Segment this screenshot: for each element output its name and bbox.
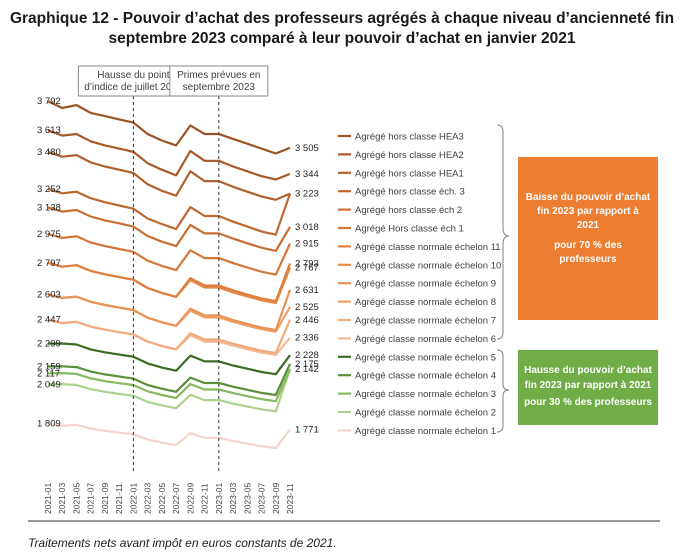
marker-box-2 <box>169 65 269 97</box>
x-tick-8: 2022-03 <box>143 483 153 514</box>
end-label-11: 2 336 <box>295 333 319 344</box>
series-line-1 <box>47 100 291 155</box>
x-tick-6: 2021-11 <box>114 483 124 514</box>
legend-label-2: Agrégé hors classe HEA2 <box>355 150 464 161</box>
green-box-line-3: pour 30 % des professeurs <box>524 397 652 408</box>
legend-label-12: Agrégé classe normale échelon 6 <box>355 334 496 345</box>
x-tick-10: 2022-07 <box>171 483 181 514</box>
start-label-3: 3 480 <box>37 147 61 158</box>
x-tick-7: 2022-01 <box>128 483 138 514</box>
legend-label-11: Agrégé classe normale échelon 7 <box>355 316 496 327</box>
series-line-14 <box>47 363 292 397</box>
x-tick-14: 2023-03 <box>228 483 238 514</box>
series-line-4 <box>47 187 292 236</box>
series-line-9 <box>47 289 292 332</box>
start-label-11: 2 159 <box>37 361 61 372</box>
series-line-16 <box>47 368 292 413</box>
x-tick-5: 2021-09 <box>100 483 110 514</box>
start-label-8: 2 603 <box>37 289 61 300</box>
series-line-3 <box>47 150 291 201</box>
brace-orange <box>496 124 510 340</box>
start-label-9: 2 447 <box>37 315 61 326</box>
series-line-5 <box>47 206 291 252</box>
series-line-6 <box>47 232 292 276</box>
chart-title-line-1: Graphique 12 - Pouvoir d’achat des profe… <box>10 10 674 27</box>
green-box <box>518 350 658 425</box>
legend-label-15: Agrégé classe normale échelon 3 <box>355 389 496 400</box>
orange-box-line-2: fin 2023 par rapport à <box>537 206 639 217</box>
series-line-11 <box>47 318 292 355</box>
start-label-10: 2 299 <box>37 339 61 350</box>
legend-label-1: Agrégé hors classe HEA3 <box>355 132 464 143</box>
legend-label-16: Agrégé classe normale échelon 2 <box>355 408 496 419</box>
x-tick-18: 2023-11 <box>285 483 295 514</box>
x-tick-13: 2023-01 <box>214 483 224 514</box>
green-box-line-2: fin 2023 par rapport à 2021 <box>525 380 652 391</box>
legend-label-9: Agrégé classe normale échelon 9 <box>355 279 496 290</box>
x-tick-4: 2021-07 <box>86 483 96 514</box>
x-tick-2: 2021-03 <box>57 483 67 514</box>
brace-green <box>496 349 510 433</box>
footnote: Traitements nets avant impôt en euros co… <box>28 536 337 550</box>
legend-label-8: Agrégé classe normale échelon 10 <box>355 260 501 271</box>
x-tick-16: 2023-07 <box>257 483 267 514</box>
end-label-12: 2 228 <box>295 350 319 361</box>
end-label-14: 2 142 <box>295 364 319 375</box>
legend-label-6: Agrégé Hors classe éch 1 <box>355 224 464 235</box>
start-label-7: 2 797 <box>37 258 61 269</box>
orange-box-line-4: pour 70 % des <box>554 240 622 251</box>
x-tick-3: 2021-05 <box>71 483 81 514</box>
end-label-1: 3 505 <box>295 143 319 154</box>
marker-label-1-2: d’indice de juillet 2022 <box>84 82 183 93</box>
legend-label-14: Agrégé classe normale échelon 4 <box>355 371 496 382</box>
start-label-4: 3 252 <box>37 184 61 195</box>
end-label-13: 2 175 <box>295 359 319 370</box>
legend-label-7: Agrégé classe normale échelon 11 <box>355 242 501 253</box>
end-label-6: 2 793 <box>295 259 319 270</box>
start-label-14: 1 809 <box>37 418 61 429</box>
orange-box-line-3: 2021 <box>577 220 600 231</box>
start-label-6: 2 975 <box>37 229 61 240</box>
end-label-8: 2 631 <box>295 285 319 296</box>
start-label-13: 2 049 <box>37 379 61 390</box>
start-label-2: 3 613 <box>37 125 61 136</box>
orange-box-line-1: Baisse du pouvoir d’achat <box>526 192 651 203</box>
legend-label-17: Agrégé classe normale échelon 1 <box>355 426 496 437</box>
end-label-2: 3 344 <box>295 169 319 180</box>
start-label-12: 2 117 <box>37 368 60 379</box>
start-label-1: 3 792 <box>37 96 61 107</box>
end-label-5: 2 915 <box>295 239 319 250</box>
marker-label-1-1: Hausse du point <box>97 70 169 81</box>
end-label-4: 3 018 <box>295 222 319 233</box>
green-box-line-1: Hausse du pouvoir d’achat <box>524 365 652 376</box>
x-tick-11: 2022-09 <box>185 483 195 514</box>
x-tick-15: 2023-05 <box>242 483 252 514</box>
end-label-10: 2 446 <box>295 315 319 326</box>
series-line-7 <box>47 261 292 303</box>
start-label-5: 3 138 <box>37 202 61 213</box>
end-label-9: 2 525 <box>295 302 319 313</box>
marker-label-2-2: septembre 2023 <box>183 82 256 93</box>
orange-box-line-5: professeurs <box>559 254 617 265</box>
x-tick-12: 2022-11 <box>200 483 210 514</box>
x-tick-17: 2023-09 <box>271 483 281 514</box>
end-label-7: 2 767 <box>295 263 319 274</box>
legend-label-5: Agrégé hors classe éch 2 <box>355 205 462 216</box>
legend-label-10: Agrégé classe normale échelon 8 <box>355 297 496 308</box>
x-tick-1: 2021-01 <box>43 483 53 514</box>
chart-title-line-2: septembre 2023 comparé à leur pouvoir d’… <box>109 30 576 47</box>
legend-label-3: Agrégé hors classe HEA1 <box>355 168 464 179</box>
series-line-15 <box>47 368 292 403</box>
marker-label-2-1: Primes prévues en <box>177 70 260 81</box>
legend-label-13: Agrégé classe normale échelon 5 <box>355 352 496 363</box>
end-label-3: 3 223 <box>295 189 319 200</box>
end-label-15: 1 771 <box>295 425 319 436</box>
orange-box <box>518 157 658 320</box>
series-line-13 <box>47 342 291 376</box>
x-tick-9: 2022-05 <box>157 483 167 514</box>
legend-label-4: Agrégé hors classe éch. 3 <box>355 187 465 198</box>
series-line-2 <box>47 129 291 181</box>
series-line-17 <box>47 422 291 450</box>
